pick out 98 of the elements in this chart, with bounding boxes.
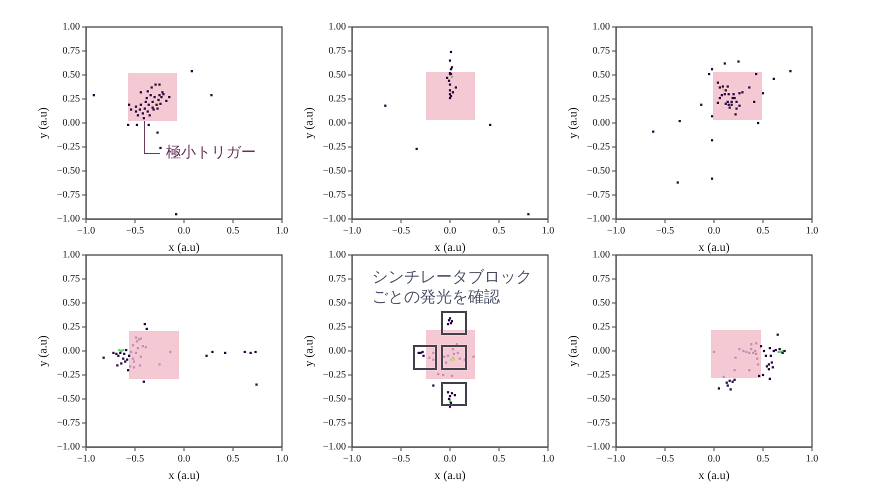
x-axis-title: x (a.u)	[434, 468, 466, 482]
x-tick-label: −0.5	[392, 454, 410, 465]
x-tick-label: −1.0	[76, 226, 96, 237]
y-tick-label: −0.75	[586, 190, 610, 201]
y-axis-title: y (a.u)	[35, 107, 50, 139]
x-tick-label: −1.0	[342, 454, 362, 465]
y-axis-title: y (a.u)	[565, 335, 580, 367]
y-tick-label: −0.50	[586, 166, 610, 177]
y-tick-label: 1.00	[592, 22, 610, 33]
y-tick-label: 0.25	[592, 94, 610, 105]
y-tick-label: −0.25	[56, 142, 80, 153]
y-tick-label: −1.00	[56, 442, 80, 453]
y-tick-label: 0.00	[592, 118, 610, 129]
y-axis-title: y (a.u)	[301, 335, 316, 367]
y-tick-label: 0.00	[328, 118, 346, 129]
y-tick-label: 0.75	[592, 274, 610, 285]
x-tick-label: −0.5	[656, 226, 674, 237]
y-tick-label: −0.75	[322, 190, 346, 201]
x-tick-label: 0.0	[708, 226, 720, 237]
y-tick-label: 0.75	[592, 46, 610, 57]
x-tick-label: 0.5	[492, 454, 506, 465]
annotation: シンチレータブロックごとの発光を確認	[372, 267, 533, 307]
x-axis-title: x (a.u)	[698, 468, 730, 482]
y-tick-label: −1.00	[586, 214, 610, 225]
y-tick-label: −1.00	[56, 214, 80, 225]
y-tick-label: 0.00	[328, 346, 346, 357]
x-tick-label: −1.0	[342, 226, 362, 237]
x-tick-label: 0.0	[708, 454, 720, 465]
y-tick-label: 0.25	[328, 94, 346, 105]
x-tick-label: 1.0	[806, 454, 818, 465]
y-tick-label: 0.50	[328, 70, 346, 81]
annotation: 極小トリガー	[166, 143, 256, 162]
y-tick-label: 0.75	[62, 274, 80, 285]
y-tick-label: 0.25	[592, 322, 610, 333]
x-tick-label: 0.5	[756, 454, 770, 465]
x-tick-label: 1.0	[806, 226, 818, 237]
x-tick-label: 1.0	[542, 454, 554, 465]
x-tick-label: −0.5	[126, 454, 144, 465]
y-tick-label: 0.25	[62, 94, 80, 105]
x-tick-label: −0.5	[656, 454, 674, 465]
y-tick-label: −0.50	[322, 166, 346, 177]
y-tick-label: −0.25	[322, 142, 346, 153]
y-tick-label: −0.75	[56, 190, 80, 201]
x-tick-label: 0.0	[178, 226, 190, 237]
y-axis-title: y (a.u)	[565, 107, 580, 139]
y-tick-label: −0.50	[322, 394, 346, 405]
y-tick-label: −0.50	[56, 166, 80, 177]
y-tick-label: 1.00	[62, 250, 80, 261]
x-tick-label: −1.0	[606, 226, 626, 237]
x-axis-title: x (a.u)	[434, 240, 466, 254]
x-tick-label: −0.5	[392, 226, 410, 237]
y-tick-label: 0.00	[62, 346, 80, 357]
y-tick-label: 0.50	[592, 298, 610, 309]
y-axis-title: y (a.u)	[301, 107, 316, 139]
y-tick-label: 0.00	[592, 346, 610, 357]
x-tick-label: 0.5	[226, 454, 240, 465]
y-tick-label: 0.50	[328, 298, 346, 309]
x-tick-label: 0.0	[444, 226, 456, 237]
y-tick-label: 0.50	[592, 70, 610, 81]
x-tick-label: 0.0	[444, 454, 456, 465]
y-tick-label: 1.00	[62, 22, 80, 33]
y-tick-label: −0.75	[586, 418, 610, 429]
x-tick-label: 1.0	[542, 226, 554, 237]
y-tick-label: 0.25	[62, 322, 80, 333]
y-axis-title: y (a.u)	[35, 335, 50, 367]
x-tick-label: 0.5	[756, 226, 770, 237]
y-tick-label: 0.75	[62, 46, 80, 57]
x-axis-title: x (a.u)	[168, 468, 200, 482]
x-tick-label: −1.0	[606, 454, 626, 465]
y-tick-label: −1.00	[322, 214, 346, 225]
x-tick-label: 1.0	[276, 226, 288, 237]
y-tick-label: −1.00	[322, 442, 346, 453]
x-tick-label: 0.5	[492, 226, 506, 237]
x-axis-title: x (a.u)	[698, 240, 730, 254]
y-tick-label: 0.75	[328, 46, 346, 57]
y-tick-label: 0.00	[62, 118, 80, 129]
y-tick-label: 0.50	[62, 298, 80, 309]
y-tick-label: −0.50	[586, 394, 610, 405]
x-tick-label: −1.0	[76, 454, 96, 465]
x-axis-title: x (a.u)	[168, 240, 200, 254]
y-tick-label: −0.25	[586, 370, 610, 381]
x-tick-label: −0.5	[126, 226, 144, 237]
y-tick-label: −0.25	[586, 142, 610, 153]
y-tick-label: 1.00	[328, 22, 346, 33]
y-tick-label: 0.50	[62, 70, 80, 81]
y-tick-label: 0.25	[328, 322, 346, 333]
x-tick-label: 0.5	[226, 226, 240, 237]
x-tick-label: 0.0	[178, 454, 190, 465]
y-tick-label: −0.75	[322, 418, 346, 429]
y-tick-label: −0.75	[56, 418, 80, 429]
y-tick-label: 1.00	[592, 250, 610, 261]
y-tick-label: 0.75	[328, 274, 346, 285]
y-tick-label: −0.50	[56, 394, 80, 405]
y-tick-label: −0.25	[322, 370, 346, 381]
y-tick-label: 1.00	[328, 250, 346, 261]
y-tick-label: −0.25	[56, 370, 80, 381]
y-tick-label: −1.00	[586, 442, 610, 453]
x-tick-label: 1.0	[276, 454, 288, 465]
